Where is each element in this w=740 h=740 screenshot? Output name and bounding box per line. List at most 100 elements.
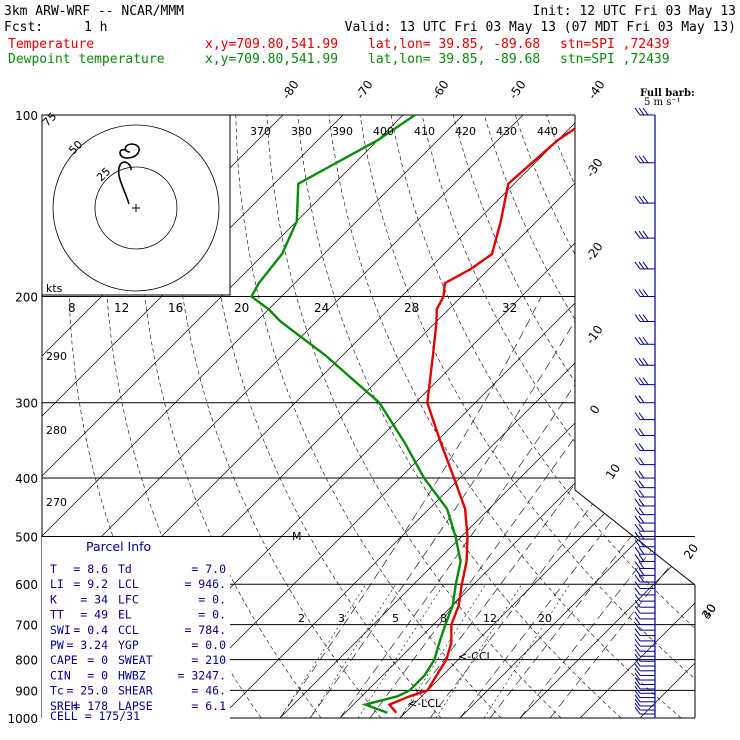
wind-barb (634, 195, 655, 204)
mixing-ratio-line (483, 584, 571, 719)
wind-barb (634, 686, 655, 694)
parcel-key-1: K (50, 592, 57, 606)
legend-temp-stn: stn=SPI ,72439 (560, 37, 670, 52)
parcel-val-1: = 25.0 (66, 684, 108, 698)
parcel-key-1: PW (50, 638, 64, 652)
legend-dewpoint: Dewpoint temperature (8, 52, 165, 67)
dry-adiabat (515, 115, 695, 719)
hodograph-ring-inner (94, 166, 178, 250)
wind-barb (634, 587, 655, 596)
barb-flag (638, 107, 645, 116)
wind-barb (634, 314, 655, 322)
parcel-val-2: = 46. (191, 684, 226, 698)
parcel-info-bg (42, 537, 230, 721)
parcel-key-1: Tc (50, 684, 64, 698)
hodograph-trace (117, 143, 140, 205)
parcel-val-2: = 3247. (178, 668, 226, 682)
mixing-ratio-line (357, 584, 445, 719)
barb-flag (634, 690, 641, 698)
mixing-ratio-label: 20 (538, 612, 552, 625)
parcel-val-1: = 3.24 (66, 638, 108, 652)
wind-barb (634, 633, 655, 642)
dry-adiabat (328, 115, 682, 719)
barb-flag (634, 523, 641, 532)
wind-barb (634, 677, 655, 686)
legend-temp-xy: x,y=709.80,541.99 (205, 37, 338, 52)
isotherm (42, 115, 404, 719)
barb-flag (638, 574, 645, 583)
barb-flag (634, 658, 641, 667)
barb-flag (638, 336, 645, 345)
legend-dew-xy: x,y=709.80,541.99 (205, 52, 338, 67)
parcel-val-2: = 0.0 (191, 638, 226, 652)
wind-barb (634, 539, 655, 548)
wind-barb (634, 698, 655, 707)
isotherm (219, 115, 695, 719)
barb-flag (638, 554, 645, 562)
barb-flag (638, 314, 645, 322)
isotherm (42, 115, 344, 719)
barb-flag (634, 395, 641, 403)
barb-flag (634, 489, 641, 498)
barb-flag (634, 581, 641, 589)
barb-flag (634, 686, 641, 694)
parcel-val-1: = 0 (87, 668, 108, 682)
barb-flag (634, 155, 641, 164)
parcel-val-2: = 946. (184, 577, 226, 591)
barb-flag (634, 633, 641, 642)
barb-flag (642, 230, 649, 239)
barb-flag (642, 261, 649, 270)
dry-adiabat (577, 115, 695, 719)
wind-barb (634, 638, 655, 647)
parcel-key-2: CCL (118, 623, 139, 637)
wind-barb (634, 443, 655, 451)
barb-flag (642, 357, 649, 366)
parcel-row: TT = 49 EL = 0. (50, 608, 226, 622)
wind-barb (634, 395, 655, 404)
wind-barb (634, 622, 655, 631)
parcel-val-2: = 7.0 (191, 562, 226, 576)
dry-adiabat (204, 115, 442, 719)
barb-flag (638, 195, 645, 204)
sounding-profiles (249, 115, 596, 714)
wind-barb (634, 470, 655, 479)
isotherm-label-top: -80 (279, 78, 302, 102)
parcel-row: LI = 9.2 LCL = 946. (50, 577, 226, 591)
isotherm (579, 115, 695, 719)
wind-barb (634, 261, 655, 270)
parcel-key-1: CIN (50, 668, 71, 682)
wind-barb (634, 681, 655, 690)
barb-flag (638, 523, 645, 532)
barb-flag (638, 515, 645, 524)
barb-flag (634, 628, 641, 636)
barb-flag (642, 336, 649, 345)
barb-flag (634, 515, 641, 524)
barb-flag (634, 289, 641, 297)
parcel-val-1: = 178 (73, 699, 108, 713)
pressure-tick-600: 600 (15, 578, 38, 592)
barb-legend-unit: 5 m s⁻¹ (644, 97, 681, 108)
annotation-0: M (292, 530, 302, 543)
speed-scale-label: 8 (68, 301, 76, 315)
barb-flag (638, 507, 645, 515)
theta-left-label: 280 (46, 424, 67, 437)
barb-flag (634, 648, 641, 657)
parcel-val-1: = 49 (80, 608, 108, 622)
parcel-key-2: SHEAR (118, 684, 153, 698)
mixing-ratio-label: 8 (440, 612, 447, 625)
dry-adiabat (702, 115, 740, 718)
theta-label: 410 (414, 125, 435, 138)
barb-flag (634, 498, 641, 507)
temperature-profile (387, 115, 596, 714)
speed-scale-label: 24 (314, 301, 329, 315)
isotherm (519, 115, 695, 719)
barb-flag (634, 336, 641, 345)
barb-flag (634, 668, 641, 676)
dry-adiabat (172, 115, 382, 719)
dry-adiabat (483, 115, 695, 719)
isotherm (279, 115, 695, 719)
barb-flag (634, 698, 641, 707)
wind-barb (634, 605, 655, 614)
parcel-cell: CELL = 175/31 (50, 709, 140, 723)
barb-flag (634, 107, 641, 116)
